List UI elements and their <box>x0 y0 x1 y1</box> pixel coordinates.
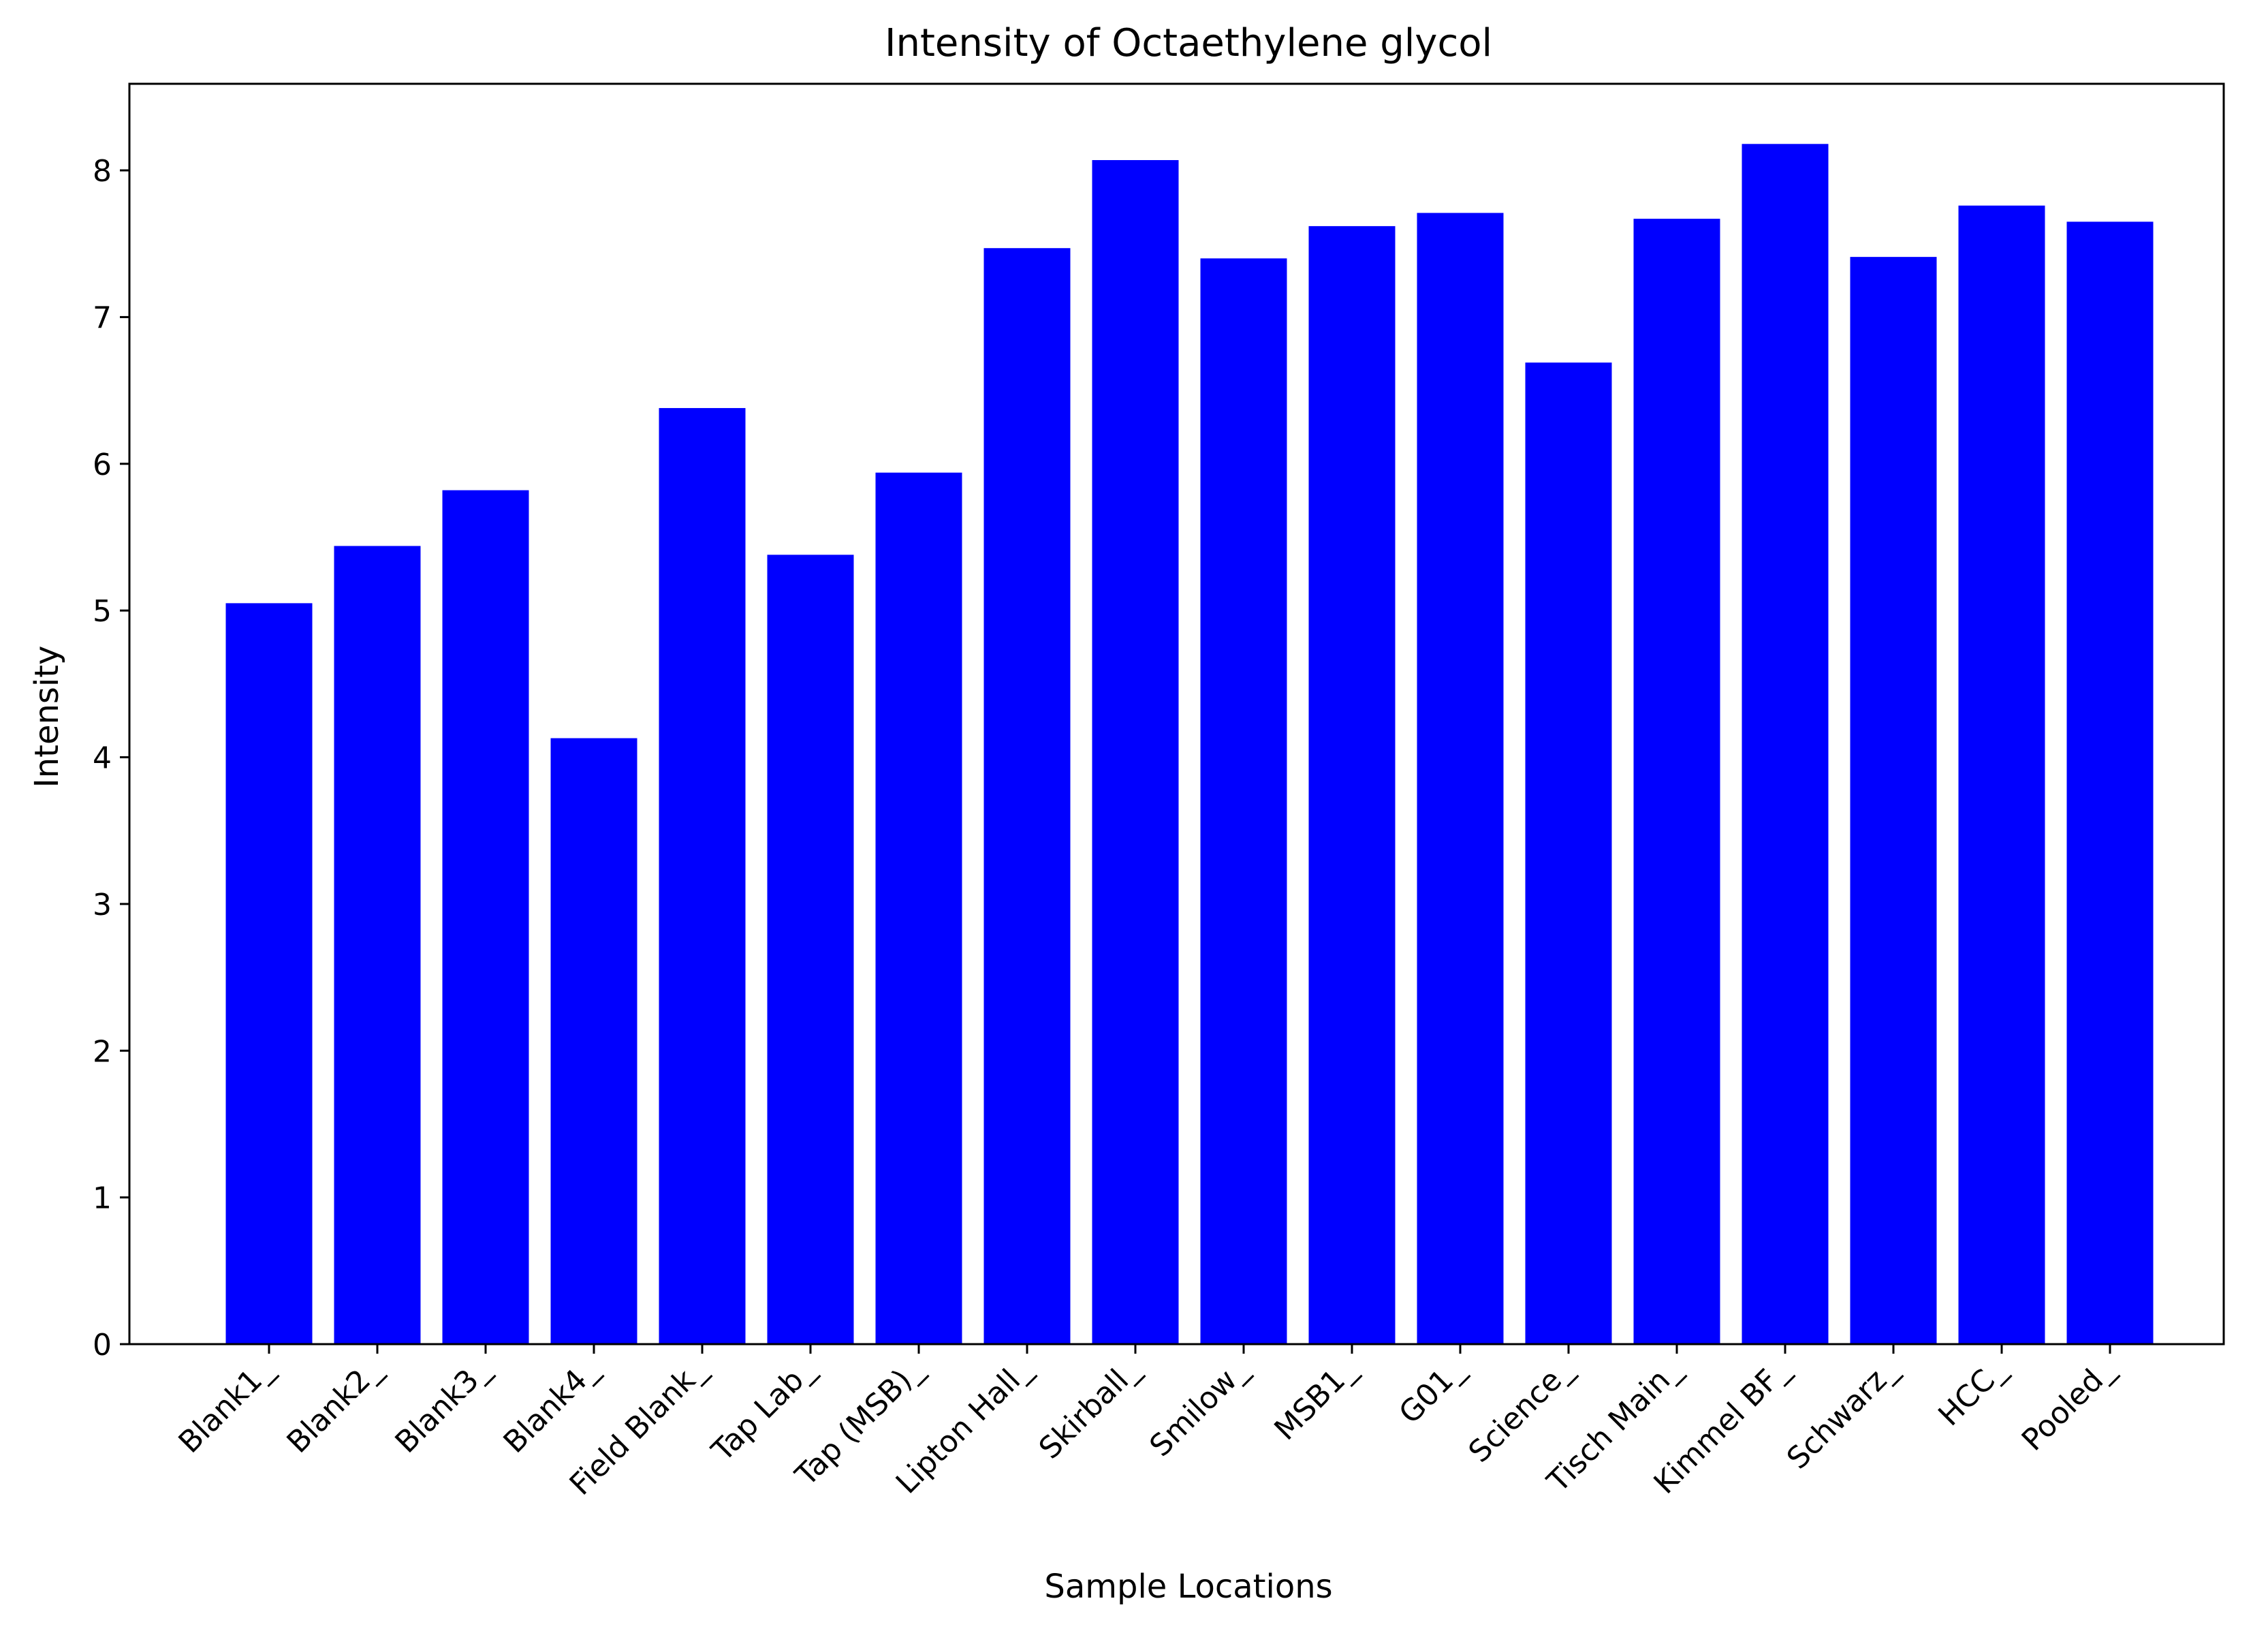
bar <box>2066 221 2154 1344</box>
bar <box>875 472 962 1345</box>
y-tick-label: 2 <box>93 1034 112 1069</box>
bar <box>1850 257 1937 1345</box>
y-tick-label: 3 <box>93 888 112 922</box>
bar <box>442 490 529 1344</box>
bar <box>659 407 746 1344</box>
bar <box>1525 362 1612 1344</box>
chart-title: Intensity of Octaethylene glycol <box>885 21 1492 65</box>
bar <box>1742 144 1829 1345</box>
y-tick-label: 6 <box>93 448 112 482</box>
bar <box>334 546 421 1344</box>
bar <box>1958 205 2045 1344</box>
bar <box>1308 225 1396 1344</box>
bar <box>1633 219 1720 1345</box>
bar <box>1200 258 1287 1344</box>
y-axis-label: Intensity <box>28 646 66 788</box>
y-tick-label: 0 <box>93 1328 112 1363</box>
bar <box>767 555 854 1344</box>
y-tick-label: 5 <box>93 594 112 629</box>
y-tick-label: 7 <box>93 300 112 335</box>
bar <box>1417 213 1504 1344</box>
y-tick-label: 1 <box>93 1181 112 1216</box>
plot-area-frame <box>128 82 2225 1346</box>
y-axis-ticks: 0 1 2 3 4 5 6 7 8 <box>93 154 129 1363</box>
bar <box>225 603 313 1344</box>
bar <box>983 248 1071 1345</box>
bar <box>1092 159 1179 1344</box>
x-axis-label: Sample Locations <box>1044 1568 1332 1606</box>
y-tick-label: 4 <box>93 741 112 776</box>
y-tick-label: 8 <box>93 154 112 189</box>
bar <box>550 738 637 1344</box>
bars-group <box>225 144 2154 1345</box>
